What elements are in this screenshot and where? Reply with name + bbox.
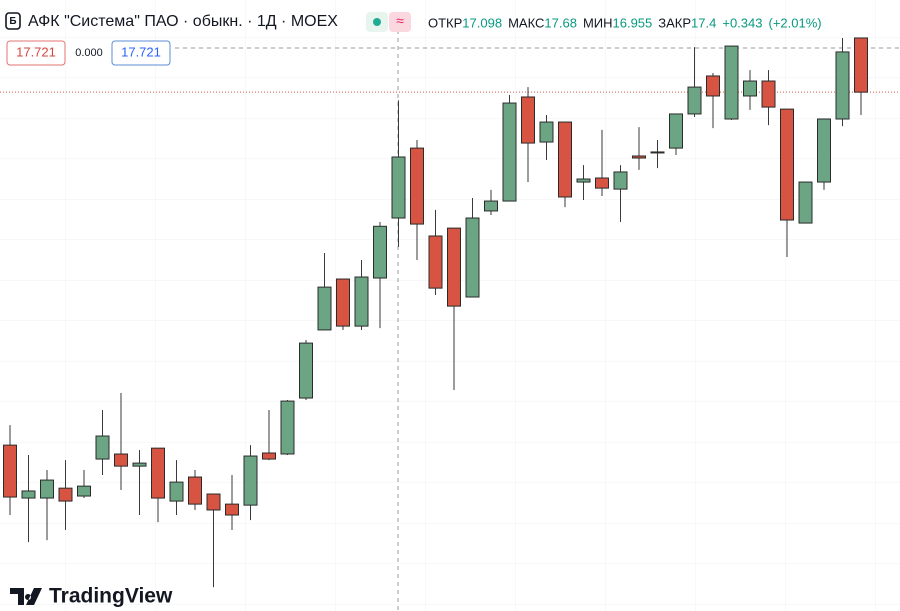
candle-body (317, 286, 332, 331)
price-boxes: 17.721 0.000 17.721 (6, 40, 171, 66)
candle-body (410, 147, 424, 225)
candle-body (3, 444, 17, 498)
candle-body (743, 80, 757, 97)
candle-body (780, 108, 794, 221)
candle-body (299, 342, 313, 399)
ohlc-label: МИН (583, 15, 613, 30)
ohlc-legend: ОТКР 17.098 МАКС 17.68 МИН 16.955 ЗАКР 17.4 +0.3… (428, 15, 822, 30)
symbol-icon-glyph: Б (9, 16, 16, 27)
candle-body (77, 485, 91, 497)
brand-icon (10, 588, 42, 605)
candle-body (835, 51, 850, 120)
candle-body (465, 217, 480, 298)
candle-body (336, 278, 350, 327)
ohlc-label: ЗАКР (658, 15, 691, 30)
candle-body (225, 503, 239, 516)
ask-price: 17.721 (121, 44, 161, 59)
spread: 0.000 (75, 47, 103, 59)
ask-box[interactable] (111, 40, 171, 66)
candle-body (817, 118, 831, 183)
candle-body (151, 447, 165, 499)
candle-body (650, 151, 665, 154)
ohlc-label: ОТКР (428, 15, 462, 30)
candle-body (669, 113, 683, 149)
delay-pill[interactable] (389, 12, 411, 32)
candle-body (169, 481, 184, 502)
candle-body (484, 200, 498, 212)
change-percent: (+2.01%) (768, 15, 821, 30)
header: Б АФК "Система" ПАО · обыкн. · 1Д · MOEX… (5, 12, 411, 32)
candle-body (280, 400, 295, 455)
candle-body (391, 156, 406, 219)
candle-body (206, 493, 221, 511)
candle-body (243, 455, 258, 506)
symbol-icon (5, 12, 21, 30)
ohlc-value: 16.955 (613, 15, 653, 30)
ohlc-value: 17.68 (544, 15, 577, 30)
candles (0, 37, 900, 588)
candle-body (687, 86, 702, 115)
candle-body (502, 102, 517, 202)
candle-body (188, 476, 202, 505)
candle-body (595, 177, 609, 189)
candle-body (373, 225, 387, 279)
candle-body (632, 155, 646, 159)
candle-body (95, 435, 110, 460)
bid-box[interactable] (6, 40, 66, 66)
status-dot (373, 18, 381, 26)
candle-body (132, 462, 147, 467)
candle-body (724, 45, 739, 120)
change: +0.343 (722, 15, 762, 30)
candle-body (539, 121, 554, 143)
candle-body (798, 181, 813, 224)
ohlc-value: 17.098 (462, 15, 502, 30)
candle-body (40, 479, 54, 499)
candle-body (114, 453, 128, 467)
brand-name: TradingView (49, 585, 173, 608)
candle-body (854, 37, 868, 93)
candle-body (521, 96, 535, 144)
candle-body (428, 235, 443, 289)
candle-body (262, 452, 276, 460)
candle-body (613, 171, 628, 190)
candle-body (447, 227, 461, 307)
candle-body (706, 75, 720, 97)
candle-body (354, 276, 369, 327)
delay-glyph: ≈ (396, 13, 404, 29)
candle-body (58, 487, 73, 502)
ohlc-value: 17.4 (691, 15, 716, 30)
symbol-title: АФК "Система" ПАО · обыкн. · 1Д · MOEX (28, 13, 338, 30)
ohlc-label: МАКС (508, 15, 544, 30)
candle-body (761, 80, 776, 108)
candle-body (21, 490, 36, 499)
candle-body (576, 178, 591, 183)
bid-price: 17.721 (16, 44, 56, 59)
brand-logo: TradingView (10, 585, 173, 608)
candle-body (558, 121, 572, 198)
